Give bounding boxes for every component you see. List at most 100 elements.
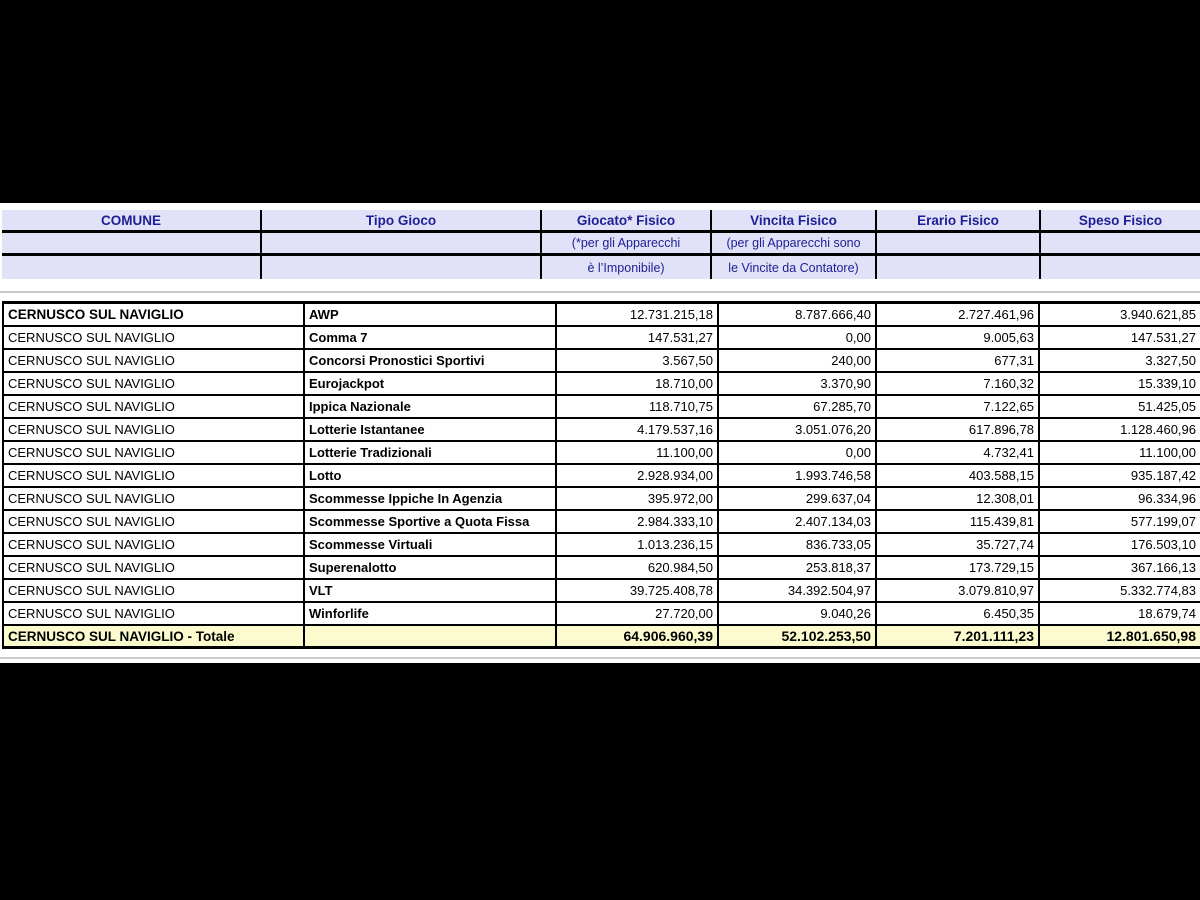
vincita-cell: 299.637,04: [719, 488, 877, 511]
tipo-gioco-cell: Concorsi Pronostici Sportivi: [305, 350, 557, 373]
giocato-cell: 1.013.236,15: [557, 534, 719, 557]
tipo-gioco-cell: Superenalotto: [305, 557, 557, 580]
vincita-cell: 34.392.504,97: [719, 580, 877, 603]
letterbox-top: [0, 0, 1200, 203]
comune-cell: CERNUSCO SUL NAVIGLIO: [2, 304, 305, 327]
erario-cell: 7.160,32: [877, 373, 1040, 396]
table-row: CERNUSCO SUL NAVIGLIO Ippica Nazionale 1…: [2, 396, 1200, 419]
tipo-gioco-cell: VLT: [305, 580, 557, 603]
comune-cell: CERNUSCO SUL NAVIGLIO: [2, 442, 305, 465]
header-tipo-gioco: Tipo Gioco: [262, 210, 542, 233]
giocato-cell: 11.100,00: [557, 442, 719, 465]
comune-cell: CERNUSCO SUL NAVIGLIO: [2, 465, 305, 488]
comune-cell: CERNUSCO SUL NAVIGLIO: [2, 327, 305, 350]
giocato-cell: 39.725.408,78: [557, 580, 719, 603]
vincita-cell: 0,00: [719, 442, 877, 465]
gioco-data-table: CERNUSCO SUL NAVIGLIO AWP 12.731.215,18 …: [2, 301, 1200, 649]
erario-cell: 677,31: [877, 350, 1040, 373]
vincita-cell: 8.787.666,40: [719, 304, 877, 327]
erario-cell: 115.439,81: [877, 511, 1040, 534]
tipo-gioco-cell: Ippica Nazionale: [305, 396, 557, 419]
vincita-cell: 3.370,90: [719, 373, 877, 396]
giocato-note-line2: è l’Imponibile): [542, 256, 712, 279]
erario-cell: 9.005,63: [877, 327, 1040, 350]
speso-cell: 176.503,10: [1040, 534, 1200, 557]
speso-cell: 577.199,07: [1040, 511, 1200, 534]
total-speso-cell: 12.801.650,98: [1040, 626, 1200, 649]
giocato-cell: 147.531,27: [557, 327, 719, 350]
giocato-cell: 2.928.934,00: [557, 465, 719, 488]
comune-cell: CERNUSCO SUL NAVIGLIO: [2, 350, 305, 373]
header-giocato-fisico: Giocato* Fisico: [542, 210, 712, 233]
table-row: CERNUSCO SUL NAVIGLIO Superenalotto 620.…: [2, 557, 1200, 580]
table-row: CERNUSCO SUL NAVIGLIO Scommesse Sportive…: [2, 511, 1200, 534]
speso-cell: 96.334,96: [1040, 488, 1200, 511]
erario-cell: 173.729,15: [877, 557, 1040, 580]
table-row: CERNUSCO SUL NAVIGLIO Comma 7 147.531,27…: [2, 327, 1200, 350]
tipo-gioco-cell: Scommesse Ippiche In Agenzia: [305, 488, 557, 511]
tipo-gioco-cell: Scommesse Virtuali: [305, 534, 557, 557]
vincita-cell: 3.051.076,20: [719, 419, 877, 442]
total-erario-cell: 7.201.111,23: [877, 626, 1040, 649]
tipo-gioco-cell: Eurojackpot: [305, 373, 557, 396]
comune-cell: CERNUSCO SUL NAVIGLIO: [2, 557, 305, 580]
comune-cell: CERNUSCO SUL NAVIGLIO: [2, 488, 305, 511]
tipo-gioco-cell: AWP: [305, 304, 557, 327]
comune-cell: CERNUSCO SUL NAVIGLIO: [2, 603, 305, 626]
speso-cell: 5.332.774,83: [1040, 580, 1200, 603]
giocato-cell: 3.567,50: [557, 350, 719, 373]
giocato-cell: 620.984,50: [557, 557, 719, 580]
erario-cell: 3.079.810,97: [877, 580, 1040, 603]
speso-cell: 1.128.460,96: [1040, 419, 1200, 442]
total-label-cell: CERNUSCO SUL NAVIGLIO - Totale: [2, 626, 305, 649]
vincita-cell: 67.285,70: [719, 396, 877, 419]
tipo-gioco-cell: Lotto: [305, 465, 557, 488]
speso-cell: 51.425,05: [1040, 396, 1200, 419]
page-break-line-bottom: [0, 657, 1200, 659]
table-row: CERNUSCO SUL NAVIGLIO Scommesse Ippiche …: [2, 488, 1200, 511]
giocato-cell: 12.731.215,18: [557, 304, 719, 327]
total-giocato-cell: 64.906.960,39: [557, 626, 719, 649]
table-row: CERNUSCO SUL NAVIGLIO AWP 12.731.215,18 …: [2, 304, 1200, 327]
header-row-note-2: è l’Imponibile) le Vincite da Contatore): [2, 256, 1200, 279]
vincita-note-line2: le Vincite da Contatore): [712, 256, 877, 279]
giocato-cell: 395.972,00: [557, 488, 719, 511]
tipo-gioco-cell: Comma 7: [305, 327, 557, 350]
table-row: CERNUSCO SUL NAVIGLIO Winforlife 27.720,…: [2, 603, 1200, 626]
erario-cell: 2.727.461,96: [877, 304, 1040, 327]
comune-cell: CERNUSCO SUL NAVIGLIO: [2, 534, 305, 557]
table-row: CERNUSCO SUL NAVIGLIO Lotto 2.928.934,00…: [2, 465, 1200, 488]
speso-cell: 3.940.621,85: [1040, 304, 1200, 327]
vincita-note-line1: (per gli Apparecchi sono: [712, 233, 877, 256]
giocato-cell: 18.710,00: [557, 373, 719, 396]
page-break-line-top: [0, 291, 1200, 293]
speso-cell: 11.100,00: [1040, 442, 1200, 465]
header-speso-fisico: Speso Fisico: [1041, 210, 1200, 233]
table-row: CERNUSCO SUL NAVIGLIO Lotterie Istantane…: [2, 419, 1200, 442]
comune-cell: CERNUSCO SUL NAVIGLIO: [2, 419, 305, 442]
total-row: CERNUSCO SUL NAVIGLIO - Totale 64.906.96…: [2, 626, 1200, 649]
comune-cell: CERNUSCO SUL NAVIGLIO: [2, 373, 305, 396]
speso-cell: 935.187,42: [1040, 465, 1200, 488]
erario-cell: 617.896,78: [877, 419, 1040, 442]
vincita-cell: 9.040,26: [719, 603, 877, 626]
giocato-cell: 4.179.537,16: [557, 419, 719, 442]
giocato-cell: 118.710,75: [557, 396, 719, 419]
letterbox-bottom: [0, 663, 1200, 900]
speso-cell: 147.531,27: [1040, 327, 1200, 350]
table-row: CERNUSCO SUL NAVIGLIO VLT 39.725.408,78 …: [2, 580, 1200, 603]
comune-cell: CERNUSCO SUL NAVIGLIO: [2, 396, 305, 419]
speso-cell: 18.679,74: [1040, 603, 1200, 626]
table-row: CERNUSCO SUL NAVIGLIO Scommesse Virtuali…: [2, 534, 1200, 557]
vincita-cell: 0,00: [719, 327, 877, 350]
speso-cell: 3.327,50: [1040, 350, 1200, 373]
erario-cell: 4.732,41: [877, 442, 1040, 465]
total-vincita-cell: 52.102.253,50: [719, 626, 877, 649]
tipo-gioco-cell: Lotterie Tradizionali: [305, 442, 557, 465]
vincita-cell: 253.818,37: [719, 557, 877, 580]
comune-cell: CERNUSCO SUL NAVIGLIO: [2, 511, 305, 534]
tipo-gioco-cell: Lotterie Istantanee: [305, 419, 557, 442]
giocato-cell: 27.720,00: [557, 603, 719, 626]
erario-cell: 35.727,74: [877, 534, 1040, 557]
